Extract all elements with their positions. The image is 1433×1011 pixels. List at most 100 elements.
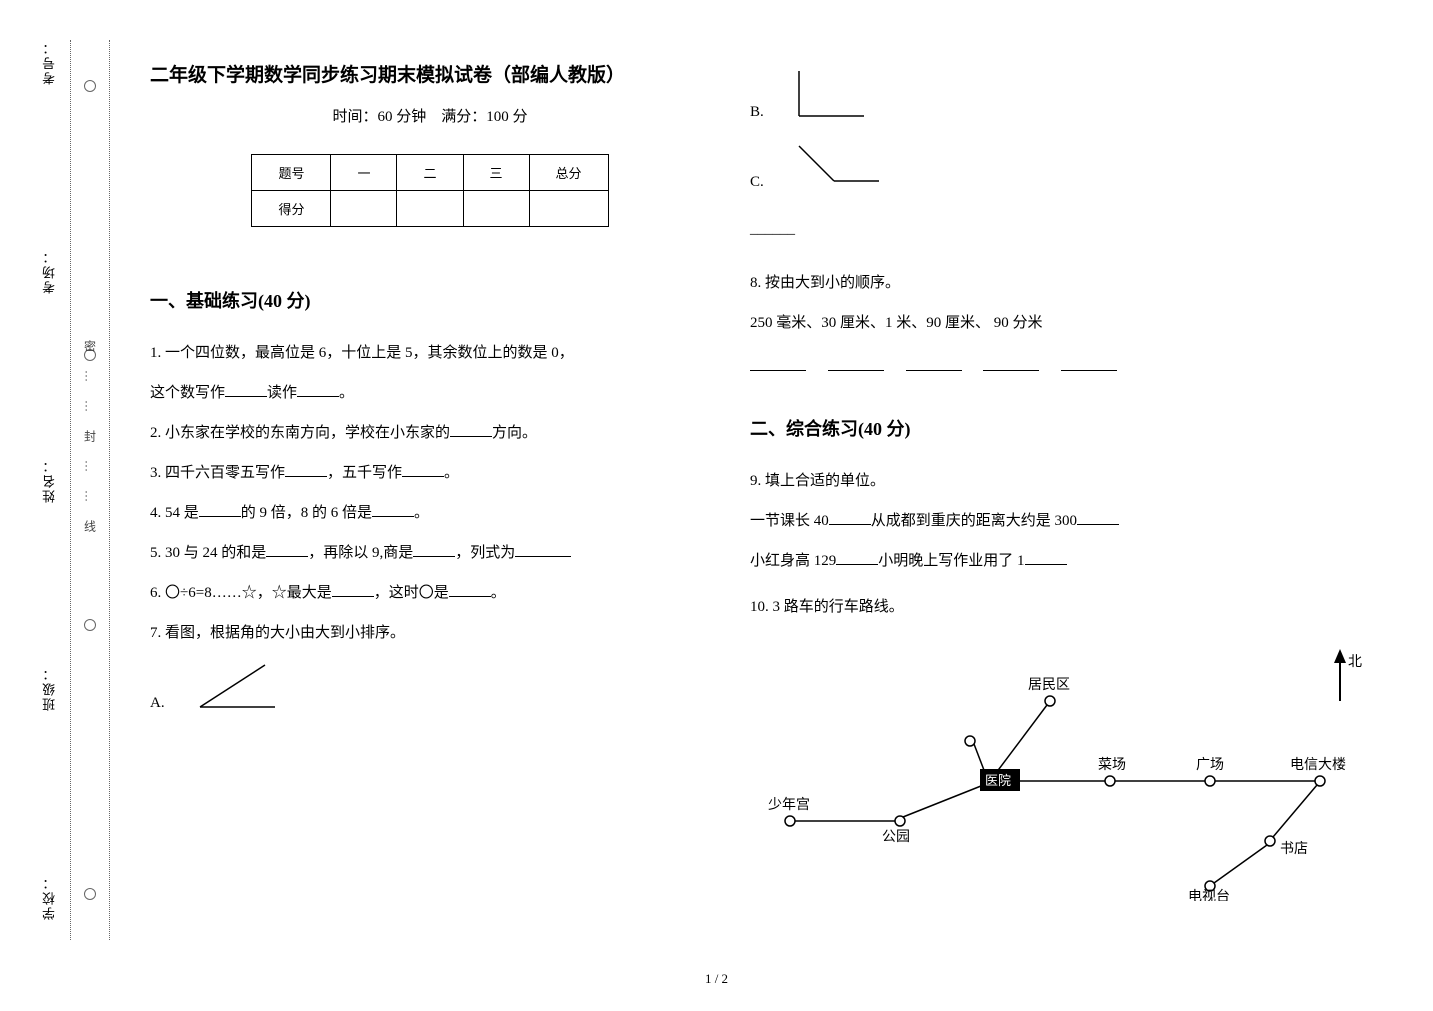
section2-heading: 二、综合练习(40 分) — [750, 415, 1310, 441]
angle-a-row: A. — [150, 657, 710, 712]
map-tv: 电视台 — [1188, 889, 1230, 901]
q8-items: 250 毫米、30 厘米、1 米、90 厘米、 90 分米 — [750, 305, 1310, 341]
q4-part1: 4. 54 是 — [150, 505, 199, 521]
right-column: B. C. ______ 8. 按由大到小的顺序。 250 毫米、30 厘米、1… — [750, 60, 1310, 906]
blank — [285, 462, 327, 477]
binding-label-examno: 考号： — [40, 40, 64, 85]
score-th: 总分 — [529, 155, 608, 191]
map-residential: 居民区 — [1028, 677, 1070, 693]
blank — [1077, 510, 1119, 525]
q6-part2: ，这时〇是 — [374, 585, 449, 601]
score-cell — [331, 191, 397, 227]
exam-title: 二年级下学期数学同步练习期末模拟试卷（部编人教版） — [150, 60, 710, 87]
blank — [750, 356, 806, 371]
q10: 10. 3 路车的行车路线。 — [750, 589, 1310, 625]
map-market: 菜场 — [1098, 757, 1126, 773]
binding-circle — [84, 80, 96, 92]
q6-part3: 。 — [491, 585, 506, 601]
binding-label-class: 班级： — [40, 666, 64, 711]
score-rowlabel: 得分 — [252, 191, 331, 227]
q1-part3: 。 — [339, 385, 354, 401]
q2: 2. 小东家在学校的东南方向，学校在小东家的 方向。 — [150, 415, 710, 451]
binding-circle — [84, 888, 96, 900]
q8-blanks — [750, 349, 1310, 385]
angle-a-icon — [195, 657, 285, 712]
blank — [906, 356, 962, 371]
score-th: 一 — [331, 155, 397, 191]
map-telecom: 电信大楼 — [1290, 757, 1346, 773]
binding-column: 考号： 考场： 姓名： 班级： 学校： 密……封……线 — [40, 40, 120, 960]
map-bookstore: 书店 — [1280, 841, 1308, 857]
q9a-part2: 从成都到重庆的距离大约是 300 — [871, 513, 1077, 529]
blank — [828, 356, 884, 371]
blank — [1061, 356, 1117, 371]
blank — [332, 582, 374, 597]
score-cell — [529, 191, 608, 227]
blank — [402, 462, 444, 477]
blank — [297, 382, 339, 397]
map-hospital: 医院 — [985, 773, 1011, 788]
blank — [449, 582, 491, 597]
exam-subtitle: 时间：60 分钟 满分：100 分 — [150, 105, 710, 126]
map-palace: 少年宫 — [768, 797, 810, 813]
q5-part2: ，再除以 9,商是 — [308, 545, 413, 561]
score-th: 二 — [397, 155, 463, 191]
table-row: 题号 一 二 三 总分 — [252, 155, 608, 191]
map-square: 广场 — [1196, 757, 1224, 773]
q9a-part1: 一节课长 40 — [750, 513, 829, 529]
q3-part1: 3. 四千六百零五写作 — [150, 465, 285, 481]
q9-line2: 小红身高 129小明晚上写作业用了 1 — [750, 543, 1310, 579]
q8: 8. 按由大到小的顺序。 — [750, 265, 1310, 301]
angle-c-label: C. — [750, 174, 764, 191]
content-area: 二年级下学期数学同步练习期末模拟试卷（部编人教版） 时间：60 分钟 满分：10… — [150, 60, 1390, 906]
binding-label-school: 学校： — [40, 875, 64, 920]
angle-b-row: B. — [750, 66, 1310, 121]
left-column: 二年级下学期数学同步练习期末模拟试卷（部编人教版） 时间：60 分钟 满分：10… — [150, 60, 710, 906]
q1-part1: 这个数写作 — [150, 385, 225, 401]
q6-part1: 6. 〇÷6=8……☆，☆最大是 — [150, 585, 332, 601]
q9: 9. 填上合适的单位。 — [750, 463, 1310, 499]
q5-part3: ，列式为 — [455, 545, 515, 561]
blank — [372, 502, 414, 517]
route-map: 北 — [750, 641, 1310, 906]
q3-part3: 。 — [444, 465, 459, 481]
score-th: 三 — [463, 155, 529, 191]
q3: 3. 四千六百零五写作 ，五千写作 。 — [150, 455, 710, 491]
score-cell — [397, 191, 463, 227]
map-north: 北 — [1348, 654, 1362, 670]
page-number: 1 / 2 — [705, 971, 728, 987]
blank — [836, 550, 878, 565]
q1-line2: 这个数写作 读作 。 — [150, 375, 710, 411]
q4: 4. 54 是 的 9 倍，8 的 6 倍是 。 — [150, 495, 710, 531]
q4-part3: 。 — [414, 505, 429, 521]
binding-seal-text: 密……封……线 — [82, 340, 99, 550]
blank — [225, 382, 267, 397]
q4-part2: 的 9 倍，8 的 6 倍是 — [241, 505, 372, 521]
binding-labels: 考号： 考场： 姓名： 班级： 学校： — [40, 40, 64, 920]
q9-line1: 一节课长 40 从成都到重庆的距离大约是 300 — [750, 503, 1310, 539]
score-table: 题号 一 二 三 总分 得分 — [251, 154, 608, 227]
blank — [515, 542, 571, 557]
blank — [266, 542, 308, 557]
q6: 6. 〇÷6=8……☆，☆最大是 ，这时〇是 。 — [150, 575, 710, 611]
blank — [450, 422, 492, 437]
map-park: 公园 — [882, 830, 910, 845]
q5: 5. 30 与 24 的和是 ，再除以 9,商是 ，列式为 — [150, 535, 710, 571]
q5-part1: 5. 30 与 24 的和是 — [150, 545, 266, 561]
q3-part2: ，五千写作 — [327, 465, 402, 481]
binding-line: 密……封……线 — [70, 40, 110, 940]
blank — [199, 502, 241, 517]
q1-part2: 读作 — [267, 385, 297, 401]
angle-c-row: C. — [750, 141, 1310, 191]
blank — [829, 510, 871, 525]
q2-part1: 2. 小东家在学校的东南方向，学校在小东家的 — [150, 425, 450, 441]
angle-c-icon — [794, 141, 884, 191]
section1-heading: 一、基础练习(40 分) — [150, 287, 710, 313]
q7: 7. 看图，根据角的大小由大到小排序。 — [150, 615, 710, 651]
angle-blank-line: ______ — [750, 211, 1310, 247]
binding-label-room: 考场： — [40, 249, 64, 294]
blank — [413, 542, 455, 557]
score-cell — [463, 191, 529, 227]
angle-b-label: B. — [750, 104, 764, 121]
q2-part2: 方向。 — [492, 425, 537, 441]
